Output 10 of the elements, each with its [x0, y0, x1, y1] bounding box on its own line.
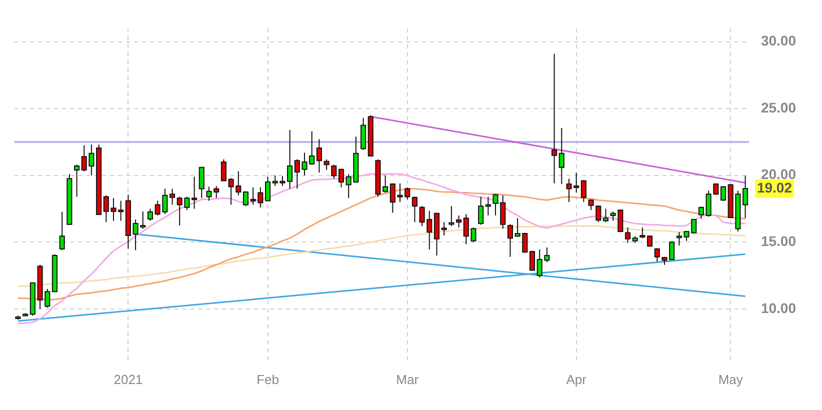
y-tick-label: 15.00: [760, 233, 796, 250]
x-tick-label: 2021: [114, 372, 143, 387]
x-tick-label: Feb: [256, 372, 279, 387]
x-tick-label: May: [718, 372, 744, 387]
x-tick-label: Mar: [396, 372, 420, 387]
y-tick-label: 10.00: [760, 300, 796, 316]
y-tick-label: 25.00: [760, 99, 796, 116]
x-tick-label: Apr: [566, 372, 588, 387]
text: 19.02: [756, 179, 792, 196]
y-tick-label: 30.00: [760, 32, 796, 49]
